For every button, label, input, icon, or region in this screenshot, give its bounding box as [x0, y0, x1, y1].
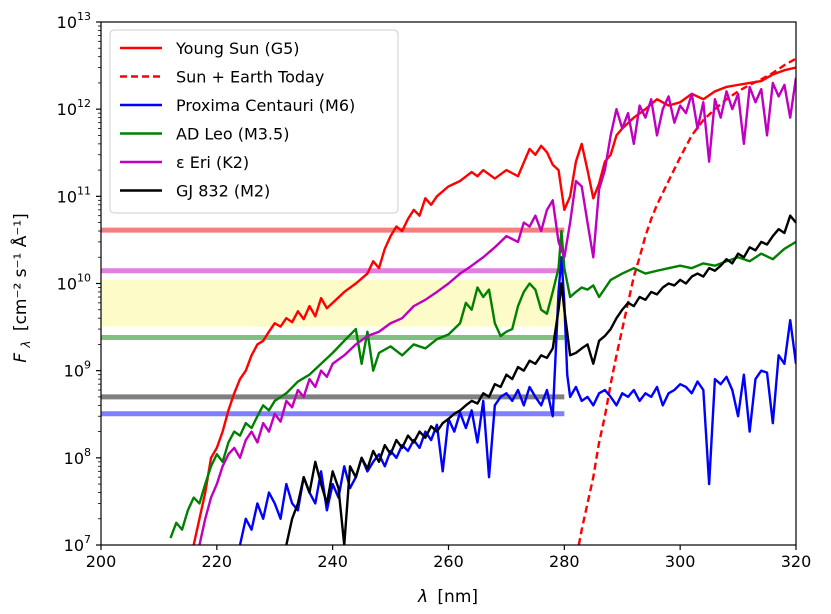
legend-label-1: Young Sun (G5)	[175, 39, 300, 58]
legend-label-3: Proxima Centauri (M6)	[176, 96, 355, 115]
x-axis-label-unit: [nm]	[437, 587, 478, 607]
legend-label-6: GJ 832 (M2)	[176, 182, 270, 201]
x-axis-label: λ [nm]	[417, 587, 478, 607]
x-tick-label: 260	[433, 552, 464, 571]
x-axis-label-symbol: λ	[417, 587, 428, 607]
legend-box	[109, 29, 399, 214]
plot-area	[101, 57, 796, 545]
y-axis-label-symbol: F	[11, 353, 31, 363]
y-tick-label: 109	[64, 359, 91, 381]
y-tick-label: 1011	[57, 184, 91, 206]
series-line-4	[169, 229, 796, 539]
y-axis-label-unit: [cm⁻² s⁻¹ Å⁻¹]	[9, 213, 31, 331]
y-axis-label: F λ [cm⁻² s⁻¹ Å⁻¹]	[9, 213, 35, 363]
y-axis-label-sub: λ	[19, 340, 33, 348]
axes: 200 220 240 260 280 300 320 107 108 109 1010 1011 10…	[57, 10, 812, 571]
series-line-5	[198, 77, 796, 545]
series-line-3	[238, 256, 796, 545]
y-tick-label: 1013	[57, 10, 91, 32]
x-tick-label: 220	[202, 552, 233, 571]
y-tick-label: 107	[64, 533, 91, 555]
y-tick-label: 1012	[57, 97, 91, 119]
legend-label-5: ε Eri (K2)	[176, 153, 249, 172]
legend-label-2: Sun + Earth Today	[176, 68, 324, 87]
x-tick-label: 320	[781, 552, 812, 571]
series-line-1	[192, 66, 796, 545]
y-tick-label: 1010	[57, 272, 91, 294]
series-line-2	[577, 57, 796, 545]
x-tick-label: 240	[317, 552, 348, 571]
y-tick-label: 108	[64, 446, 91, 468]
x-tick-label: 200	[86, 552, 117, 571]
x-tick-label: 280	[549, 552, 580, 571]
series-line-6	[285, 214, 796, 545]
x-tick-label: 300	[665, 552, 696, 571]
legend: Young Sun (G5) Sun + Earth Today Proxima C…	[109, 29, 399, 214]
legend-label-4: AD Leo (M3.5)	[176, 125, 289, 144]
